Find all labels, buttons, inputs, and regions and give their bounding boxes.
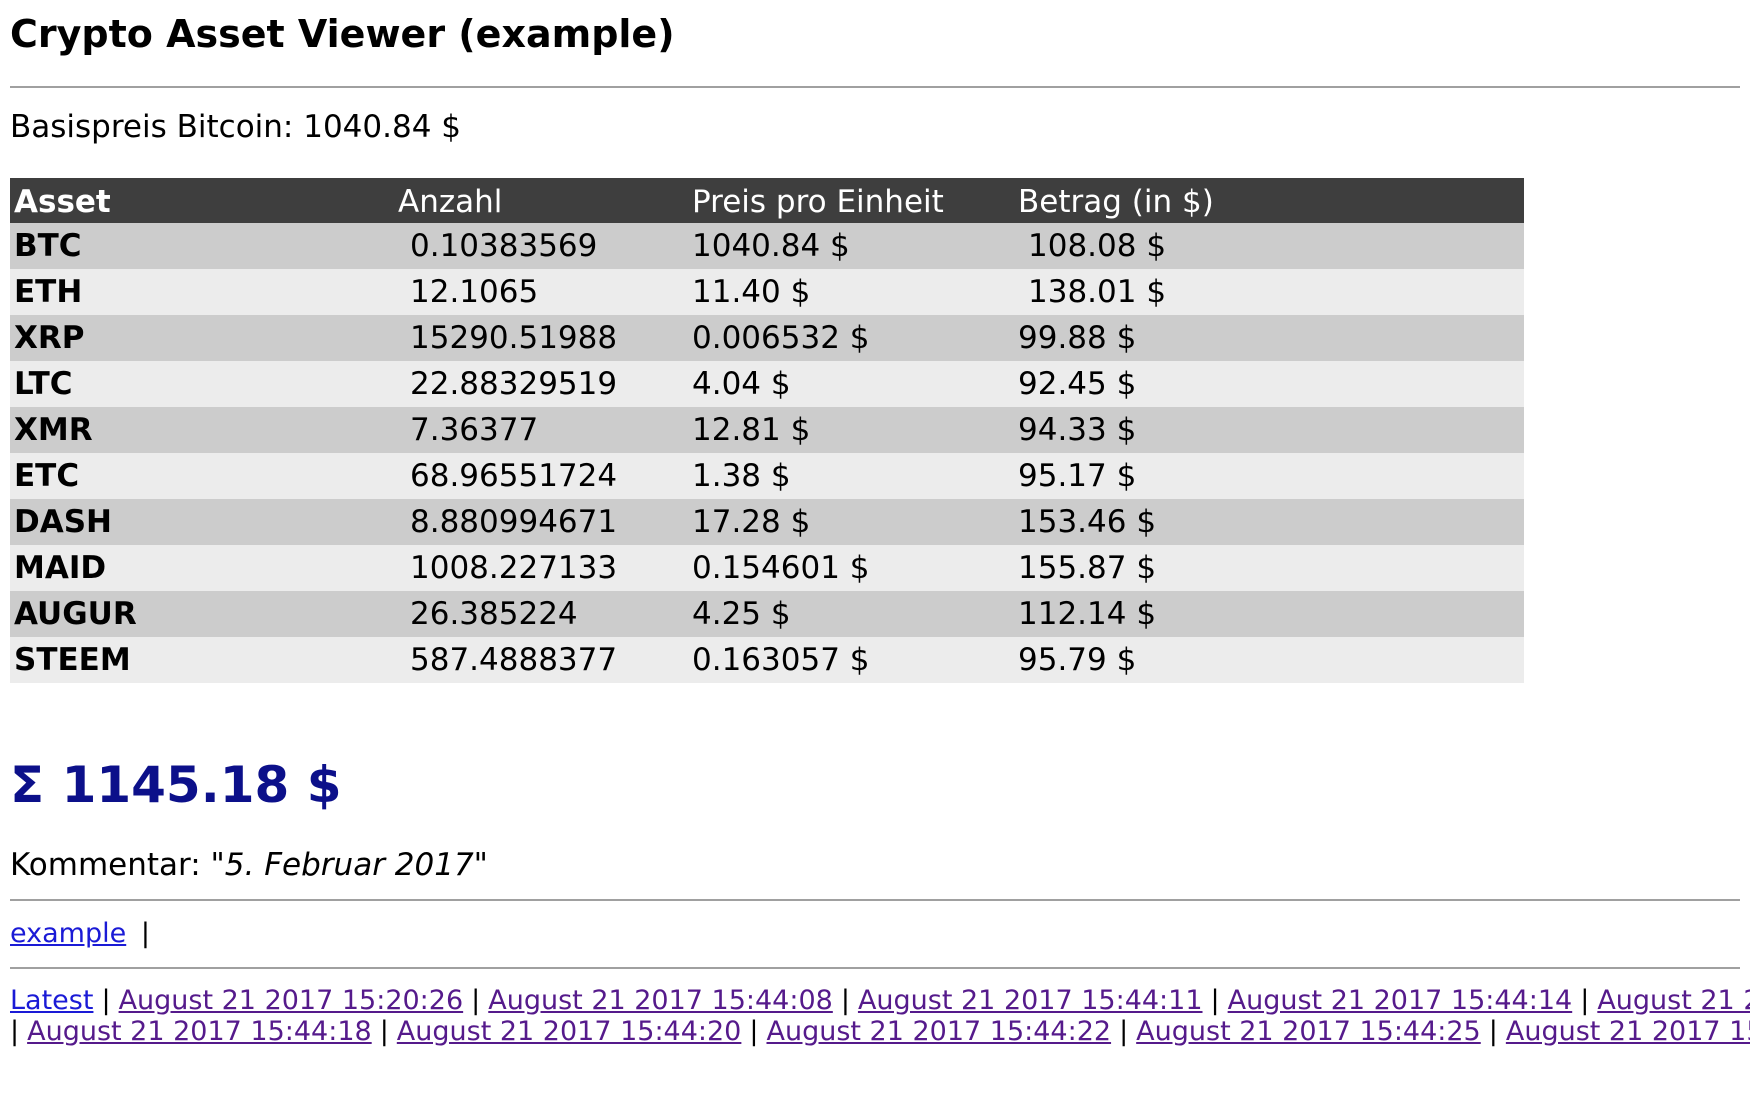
snapshot-link[interactable]: August 21 2017 15:20:26 — [118, 985, 464, 1016]
separator: | — [379, 1016, 389, 1047]
comment: Kommentar: "5. Februar 2017" — [10, 845, 1740, 885]
history-line-2: | August 21 2017 15:44:18 | August 21 2017 … — [10, 1016, 1750, 1047]
asset-symbol: DASH — [10, 499, 394, 545]
divider-middle — [10, 899, 1740, 901]
asset-price: 0.163057 $ — [688, 637, 1014, 683]
asset-amount: 587.4888377 — [394, 637, 688, 683]
col-header-price: Preis pro Einheit — [688, 178, 1014, 223]
asset-value: 112.14 $ — [1014, 591, 1524, 637]
snapshot-link[interactable]: August 21 2017 15:44:27 — [1505, 1016, 1750, 1047]
asset-symbol: LTC — [10, 361, 394, 407]
table-row: ETH 12.1065 11.40 $ 138.01 $ — [10, 269, 1524, 315]
asset-symbol: MAID — [10, 545, 394, 591]
asset-value: 108.08 $ — [1014, 223, 1524, 269]
comment-text: "5. Februar 2017" — [210, 847, 488, 883]
asset-value: 138.01 $ — [1014, 269, 1524, 315]
asset-price: 4.25 $ — [688, 591, 1014, 637]
asset-symbol: XMR — [10, 407, 394, 453]
table-header-row: Asset Anzahl Preis pro Einheit Betrag (i… — [10, 178, 1524, 223]
separator: | — [101, 985, 111, 1016]
asset-amount: 68.96551724 — [394, 453, 688, 499]
asset-symbol: AUGUR — [10, 591, 394, 637]
table-row: LTC 22.88329519 4.04 $ 92.45 $ — [10, 361, 1524, 407]
table-row: MAID 1008.227133 0.154601 $ 155.87 $ — [10, 545, 1524, 591]
separator: | — [1210, 985, 1220, 1016]
col-header-asset: Asset — [10, 178, 394, 223]
page-title: Crypto Asset Viewer (example) — [10, 12, 675, 56]
snapshot-link[interactable]: August 21 2017 15:44:14 — [1227, 985, 1573, 1016]
asset-amount: 8.880994671 — [394, 499, 688, 545]
asset-value: 95.17 $ — [1014, 453, 1524, 499]
asset-price: 0.006532 $ — [688, 315, 1014, 361]
col-header-amount: Anzahl — [394, 178, 688, 223]
asset-amount: 1008.227133 — [394, 545, 688, 591]
asset-symbol: XRP — [10, 315, 394, 361]
asset-amount: 15290.51988 — [394, 315, 688, 361]
user-example-link[interactable]: example — [10, 918, 127, 949]
asset-price: 12.81 $ — [688, 407, 1014, 453]
asset-table: Asset Anzahl Preis pro Einheit Betrag (i… — [10, 178, 1524, 683]
latest-link[interactable]: Latest — [10, 985, 94, 1016]
separator: | — [1119, 1016, 1129, 1047]
snapshot-link[interactable]: August 21 2017 15:44:25 — [1136, 1016, 1481, 1047]
separator: | — [471, 985, 481, 1016]
asset-amount: 26.385224 — [394, 591, 688, 637]
table-row: XRP 15290.51988 0.006532 $ 99.88 $ — [10, 315, 1524, 361]
asset-amount: 12.1065 — [394, 269, 688, 315]
asset-amount: 22.88329519 — [394, 361, 688, 407]
separator: | — [840, 985, 850, 1016]
table-row: ETC 68.96551724 1.38 $ 95.17 $ — [10, 453, 1524, 499]
asset-value: 92.45 $ — [1014, 361, 1524, 407]
separator: | — [749, 1016, 759, 1047]
separator: | — [140, 918, 150, 949]
asset-price: 11.40 $ — [688, 269, 1014, 315]
table-row: BTC 0.10383569 1040.84 $ 108.08 $ — [10, 223, 1524, 269]
snapshot-link[interactable]: August 21 2017 15:44:11 — [857, 985, 1203, 1016]
base-price-label: Basispreis Bitcoin: — [10, 109, 294, 145]
snapshot-link[interactable]: August 21 2017 15:44:20 — [396, 1016, 742, 1047]
asset-symbol: STEEM — [10, 637, 394, 683]
separator: | — [1488, 1016, 1498, 1047]
asset-value: 99.88 $ — [1014, 315, 1524, 361]
asset-symbol: BTC — [10, 223, 394, 269]
asset-value: 153.46 $ — [1014, 499, 1524, 545]
col-header-value: Betrag (in $) — [1014, 178, 1524, 223]
separator: | — [10, 1016, 20, 1047]
asset-amount: 7.36377 — [394, 407, 688, 453]
asset-value: 95.79 $ — [1014, 637, 1524, 683]
asset-value: 94.33 $ — [1014, 407, 1524, 453]
history-line-1: Latest | August 21 2017 15:20:26 | August 21… — [10, 985, 1750, 1016]
comment-label: Kommentar: — [10, 847, 201, 883]
asset-amount: 0.10383569 — [394, 223, 688, 269]
asset-symbol: ETH — [10, 269, 394, 315]
asset-price: 4.04 $ — [688, 361, 1014, 407]
asset-value: 155.87 $ — [1014, 545, 1524, 591]
asset-symbol: ETC — [10, 453, 394, 499]
snapshot-link[interactable]: August 21 2017 15:44:16 — [1597, 985, 1750, 1016]
asset-price: 0.154601 $ — [688, 545, 1014, 591]
snapshot-link[interactable]: August 21 2017 15:44:22 — [766, 1016, 1112, 1047]
snapshot-history: Latest | August 21 2017 15:20:26 | August 21… — [10, 985, 1750, 1047]
portfolio-total: Σ 1145.18 $ — [10, 756, 342, 814]
table-row: XMR 7.36377 12.81 $ 94.33 $ — [10, 407, 1524, 453]
base-price-value: 1040.84 $ — [303, 109, 461, 145]
asset-price: 17.28 $ — [688, 499, 1014, 545]
user-links: example | — [10, 917, 1740, 951]
page: Crypto Asset Viewer (example) Basispreis… — [10, 12, 1750, 1047]
asset-price: 1040.84 $ — [688, 223, 1014, 269]
divider-bottom — [10, 967, 1740, 969]
asset-price: 1.38 $ — [688, 453, 1014, 499]
separator: | — [1580, 985, 1590, 1016]
bitcoin-base-price: Basispreis Bitcoin: 1040.84 $ — [10, 108, 1740, 146]
divider-top — [10, 86, 1740, 88]
table-row: DASH 8.880994671 17.28 $ 153.46 $ — [10, 499, 1524, 545]
table-row: AUGUR 26.385224 4.25 $ 112.14 $ — [10, 591, 1524, 637]
table-row: STEEM 587.4888377 0.163057 $ 95.79 $ — [10, 637, 1524, 683]
snapshot-link[interactable]: August 21 2017 15:44:18 — [27, 1016, 372, 1047]
snapshot-link[interactable]: August 21 2017 15:44:08 — [488, 985, 833, 1016]
